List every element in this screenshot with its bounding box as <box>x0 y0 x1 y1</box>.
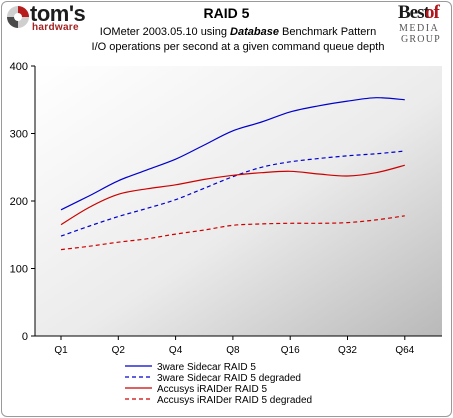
best-of-logo-best: Best <box>398 2 430 23</box>
toms-logo-mark-icon <box>7 6 29 28</box>
chart-subtitle-pre: IOMeter 2003.05.10 using <box>99 26 231 38</box>
legend-label: 3ware Sidecar RAID 5 <box>157 362 256 373</box>
series-line-3ware-sidecar-raid-5 <box>60 97 405 211</box>
y-tick-label: 400 <box>10 61 28 73</box>
x-tick-label: Q2 <box>112 345 126 356</box>
legend-label: 3ware Sidecar RAID 5 degraded <box>157 373 301 384</box>
y-tick-label: 200 <box>10 196 28 208</box>
chart-title: RAID 5 <box>203 5 250 21</box>
legend-label: Accusys iRAIDer RAID 5 <box>157 384 267 395</box>
chart-subtitle-post: Benchmark Pattern <box>278 26 377 38</box>
legend-label: Accusys iRAIDer RAID 5 degraded <box>157 395 312 406</box>
x-tick-label: Q8 <box>226 345 240 356</box>
chart-subtitle-2: I/O operations per second at a given com… <box>91 41 385 53</box>
y-tick-label: 300 <box>10 129 28 141</box>
x-tick-label: Q64 <box>395 345 414 356</box>
x-tick-label: Q1 <box>54 345 68 356</box>
toms-logo-word: tom's <box>30 1 86 26</box>
series-line-3ware-sidecar-raid-5-degraded <box>60 150 405 237</box>
chart-subtitle-emphasis: Database <box>230 26 279 38</box>
y-tick-label: 0 <box>22 331 28 343</box>
x-tick-label: Q4 <box>169 345 183 356</box>
chart-subtitle: IOMeter 2003.05.10 using Database Benchm… <box>88 26 388 38</box>
y-tick-label: 100 <box>10 264 28 276</box>
best-of-logo-of: of <box>425 2 440 23</box>
series-line-accusys-iraider-raid-5 <box>60 164 405 226</box>
best-of-media-logo: Best of MEDIA GROUP <box>398 2 450 46</box>
toms-hardware-logo: tom's hardware <box>6 1 88 43</box>
plot-area <box>35 66 442 336</box>
best-of-logo-media: MEDIA <box>399 23 440 34</box>
x-tick-label: Q32 <box>338 345 357 356</box>
x-tick-label: Q16 <box>281 345 300 356</box>
toms-logo-sub: hardware <box>32 22 79 33</box>
series-line-accusys-iraider-raid-5-degraded <box>60 215 405 251</box>
best-of-logo-group: GROUP <box>401 34 441 45</box>
